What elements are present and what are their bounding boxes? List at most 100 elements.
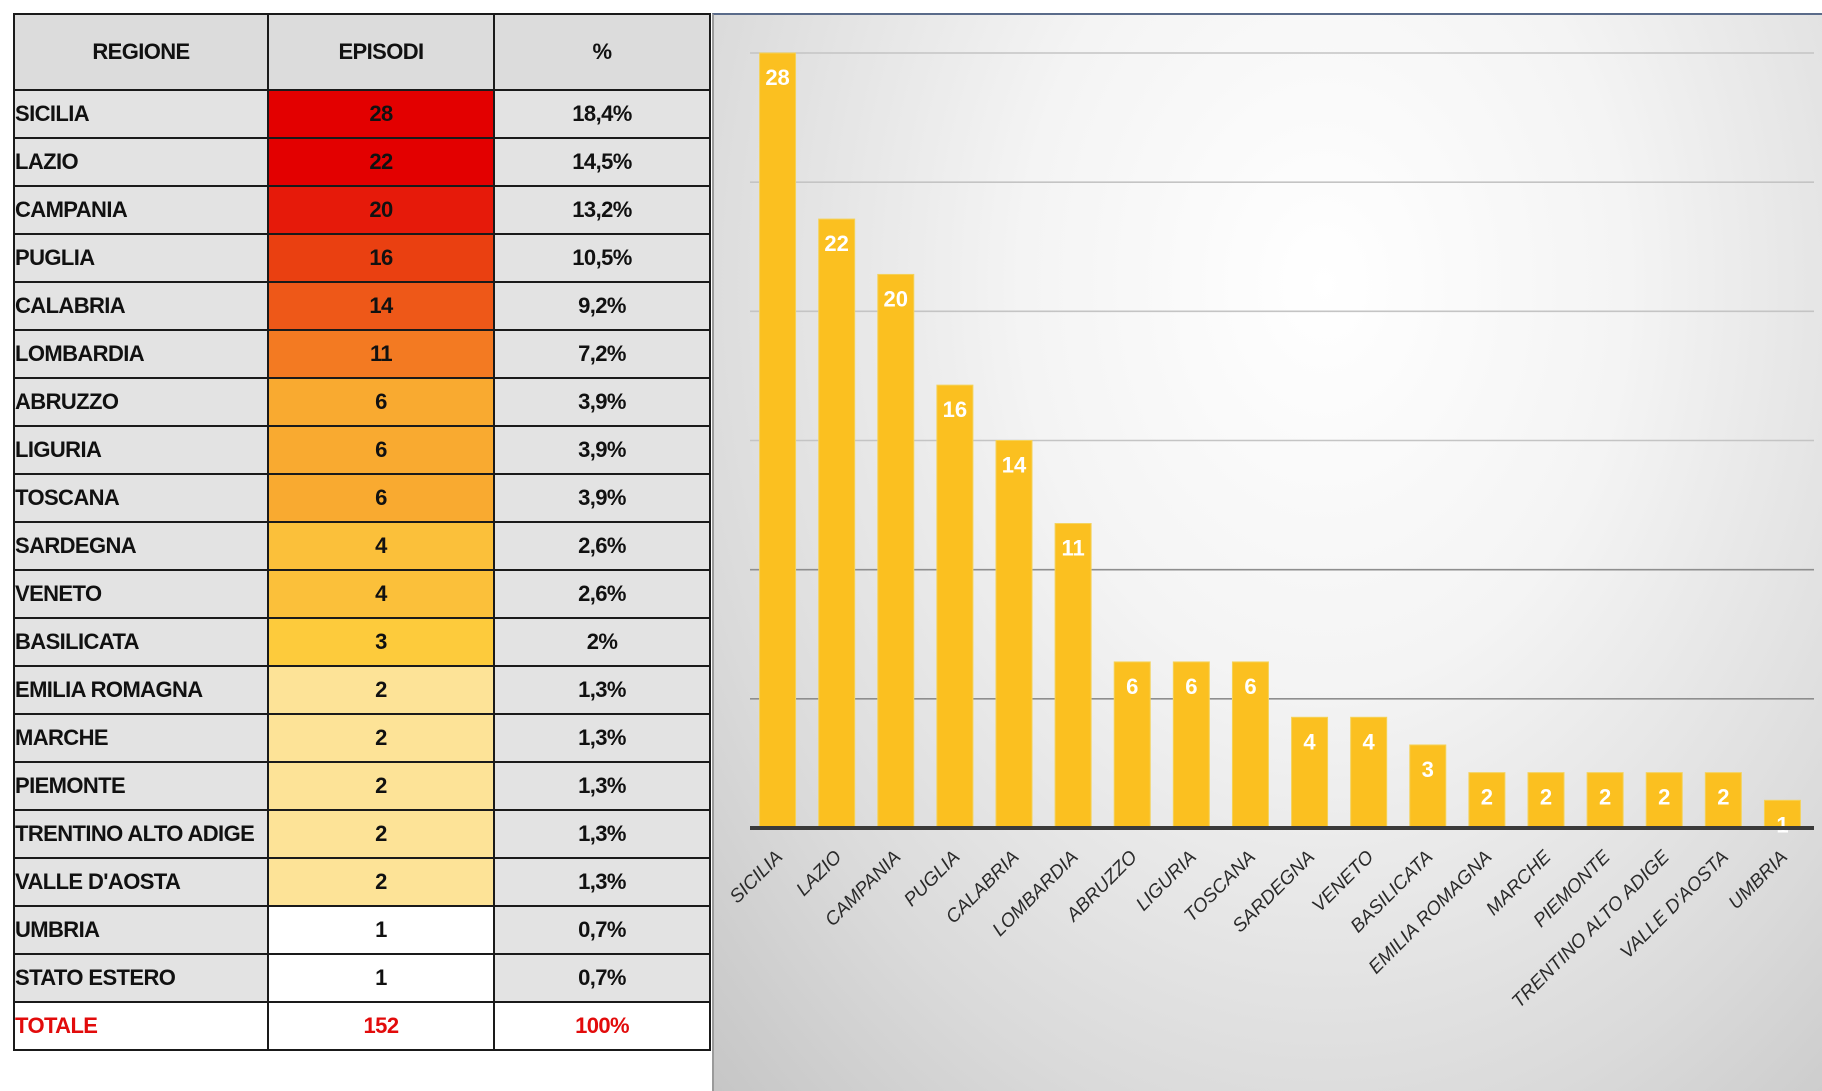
region-cell: SARDEGNA [13, 521, 269, 571]
region-cell: VENETO [13, 569, 269, 619]
episodes-cell: 28 [267, 89, 495, 139]
total-percent: 100% [493, 1001, 711, 1051]
bar [1763, 799, 1801, 829]
total-episodes: 152 [267, 1001, 495, 1051]
table-row: LAZIO 22 14,5% [13, 137, 711, 187]
episodes-cell: 2 [267, 761, 495, 811]
table-row: VENETO 4 2,6% [13, 569, 711, 619]
region-cell: LOMBARDIA [13, 329, 269, 379]
bar [1409, 744, 1447, 829]
x-tick-label: VALLE D'AOSTA [1616, 847, 1732, 963]
percent-cell: 18,4% [493, 89, 711, 139]
percent-cell: 1,3% [493, 665, 711, 715]
data-label: 6 [1185, 674, 1197, 699]
percent-cell: 2% [493, 617, 711, 667]
data-label: 2 [1717, 785, 1729, 810]
episodes-cell: 2 [267, 713, 495, 763]
bar [1172, 661, 1210, 829]
bar [1468, 772, 1506, 829]
total-row: TOTALE 152 100% [13, 1001, 711, 1051]
region-cell: VALLE D'AOSTA [13, 857, 269, 907]
region-cell: PUGLIA [13, 233, 269, 283]
percent-cell: 3,9% [493, 473, 711, 523]
table-row: LIGURIA 6 3,9% [13, 425, 711, 475]
header-region: REGIONE [13, 13, 269, 91]
bar [877, 273, 915, 829]
episodes-cell: 4 [267, 521, 495, 571]
bar [1291, 716, 1329, 829]
data-label: 14 [1002, 453, 1027, 478]
region-cell: CAMPANIA [13, 185, 269, 235]
table-row: SARDEGNA 4 2,6% [13, 521, 711, 571]
episodes-cell: 1 [267, 905, 495, 955]
region-table-panel: REGIONE EPISODI % SICILIA 28 18,4% LAZIO 22 1… [0, 0, 712, 1089]
episodes-cell: 16 [267, 233, 495, 283]
bar-chart: 28SICILIA22LAZIO20CAMPANIA16PUGLIA14CALA… [726, 52, 1814, 1012]
region-cell: TRENTINO ALTO ADIGE [13, 809, 269, 859]
table-row: SICILIA 28 18,4% [13, 89, 711, 139]
data-label: 2 [1599, 785, 1611, 810]
episodes-cell: 2 [267, 809, 495, 859]
data-label: 2 [1481, 785, 1493, 810]
table-row: TOSCANA 6 3,9% [13, 473, 711, 523]
episodes-cell: 6 [267, 473, 495, 523]
region-cell: TOSCANA [13, 473, 269, 523]
table-row: MARCHE 2 1,3% [13, 713, 711, 763]
episodes-cell: 22 [267, 137, 495, 187]
table-row: BASILICATA 3 2% [13, 617, 711, 667]
bar [1645, 772, 1683, 829]
percent-cell: 1,3% [493, 857, 711, 907]
percent-cell: 1,3% [493, 761, 711, 811]
episodes-cell: 3 [267, 617, 495, 667]
region-cell: EMILIA ROMAGNA [13, 665, 269, 715]
region-cell: LIGURIA [13, 425, 269, 475]
region-cell: SICILIA [13, 89, 269, 139]
data-label: 3 [1422, 757, 1434, 782]
bar [1704, 772, 1742, 829]
table-row: STATO ESTERO 1 0,7% [13, 953, 711, 1003]
percent-cell: 0,7% [493, 953, 711, 1003]
data-label: 4 [1363, 729, 1376, 754]
data-label: 6 [1126, 674, 1138, 699]
table-row: UMBRIA 1 0,7% [13, 905, 711, 955]
data-label: 6 [1244, 674, 1256, 699]
region-cell: MARCHE [13, 713, 269, 763]
percent-cell: 3,9% [493, 377, 711, 427]
x-tick-label: UMBRIA [1725, 847, 1792, 914]
data-label: 2 [1540, 785, 1552, 810]
table-body: SICILIA 28 18,4% LAZIO 22 14,5% CAMPANIA 20 13,2… [13, 89, 711, 1051]
data-label: 1 [1776, 812, 1788, 837]
episodes-cell: 4 [267, 569, 495, 619]
bar [759, 52, 797, 829]
episodes-cell: 11 [267, 329, 495, 379]
table-row: PIEMONTE 2 1,3% [13, 761, 711, 811]
table-row: LOMBARDIA 11 7,2% [13, 329, 711, 379]
episodes-cell: 14 [267, 281, 495, 331]
header-percent: % [493, 13, 711, 91]
percent-cell: 1,3% [493, 809, 711, 859]
region-cell: PIEMONTE [13, 761, 269, 811]
percent-cell: 7,2% [493, 329, 711, 379]
table-row: TRENTINO ALTO ADIGE 2 1,3% [13, 809, 711, 859]
episodes-cell: 2 [267, 857, 495, 907]
data-label: 4 [1303, 729, 1316, 754]
region-cell: LAZIO [13, 137, 269, 187]
episodes-cell: 20 [267, 185, 495, 235]
region-cell: UMBRIA [13, 905, 269, 955]
percent-cell: 2,6% [493, 569, 711, 619]
header-episodes: EPISODI [267, 13, 495, 91]
percent-cell: 1,3% [493, 713, 711, 763]
region-cell: ABRUZZO [13, 377, 269, 427]
data-label: 22 [824, 231, 848, 256]
data-label: 16 [943, 397, 967, 422]
bar [1054, 523, 1092, 829]
episodes-cell: 6 [267, 425, 495, 475]
region-cell: CALABRIA [13, 281, 269, 331]
episodes-cell: 1 [267, 953, 495, 1003]
bar [995, 440, 1033, 829]
bar [1231, 661, 1269, 829]
episodes-cell: 2 [267, 665, 495, 715]
total-label: TOTALE [13, 1001, 269, 1051]
percent-cell: 14,5% [493, 137, 711, 187]
percent-cell: 0,7% [493, 905, 711, 955]
